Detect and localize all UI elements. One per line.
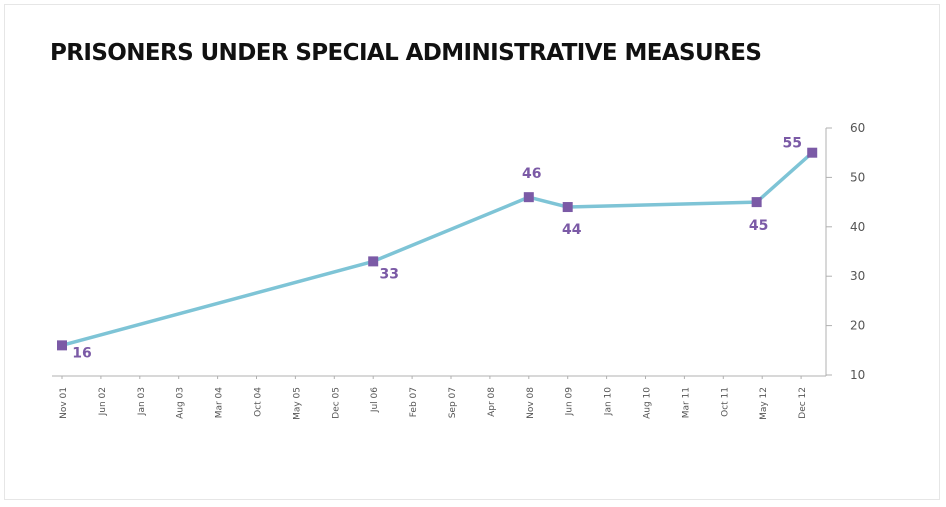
x-tick-label: Jun 02 (98, 387, 108, 416)
x-tick-label: Mar 04 (215, 387, 225, 419)
y-axis: 10 20 30 40 50 60 (825, 121, 865, 382)
x-tick-label: Feb 07 (409, 387, 419, 417)
chart-title: PRISONERS UNDER SPECIAL ADMINISTRATIVE M… (50, 40, 762, 66)
data-label: 55 (782, 136, 801, 152)
x-tick-label: Aug 03 (176, 387, 186, 419)
x-tick-label: May 12 (759, 387, 769, 420)
series-layer: 16 33 46 44 45 55 (57, 136, 818, 361)
chart-frame (4, 4, 940, 500)
data-label: 44 (562, 222, 582, 238)
y-tick-label: 40 (850, 220, 865, 234)
data-point-marker (807, 147, 818, 158)
x-tick-label: Jan 10 (604, 387, 614, 416)
x-tick-label: Mar 11 (681, 387, 691, 418)
x-tick-label: Aug 10 (643, 387, 653, 419)
x-tick-label: Dec 12 (798, 387, 808, 419)
x-tick-label: Sep 07 (448, 387, 458, 418)
x-tick-label: Apr 08 (487, 387, 497, 417)
data-point-marker (57, 340, 67, 351)
data-point-marker (523, 192, 534, 203)
data-point-marker (562, 202, 573, 213)
y-tick-label: 30 (850, 269, 865, 283)
x-tick-label: May 05 (292, 387, 302, 420)
data-label: 45 (749, 218, 768, 234)
x-tick-label: Jan 03 (137, 387, 147, 416)
x-tick-label: Nov 08 (526, 387, 536, 419)
x-tick-label: Jul 06 (370, 387, 380, 413)
x-tick-label: Jun 09 (565, 387, 575, 417)
data-point-marker (751, 197, 762, 208)
x-tick-label: Oct 04 (254, 387, 264, 417)
data-label: 46 (522, 166, 541, 182)
series-line (60, 150, 814, 348)
y-tick-label: 60 (850, 121, 865, 135)
x-tick-label: Nov 01 (59, 387, 69, 419)
x-tick-label: Dec 05 (331, 387, 341, 419)
x-axis: Nov 01 Jun 02 Jan 03 Aug 03 Mar 04 Oct 04 May … (52, 375, 826, 420)
y-tick-label: 20 (850, 319, 865, 333)
y-tick-label: 50 (850, 170, 865, 184)
data-label: 33 (379, 266, 398, 282)
data-point-marker (368, 256, 379, 267)
y-tick-label: 10 (850, 368, 865, 382)
data-label: 16 (72, 345, 91, 361)
x-tick-label: Oct 11 (720, 387, 730, 417)
